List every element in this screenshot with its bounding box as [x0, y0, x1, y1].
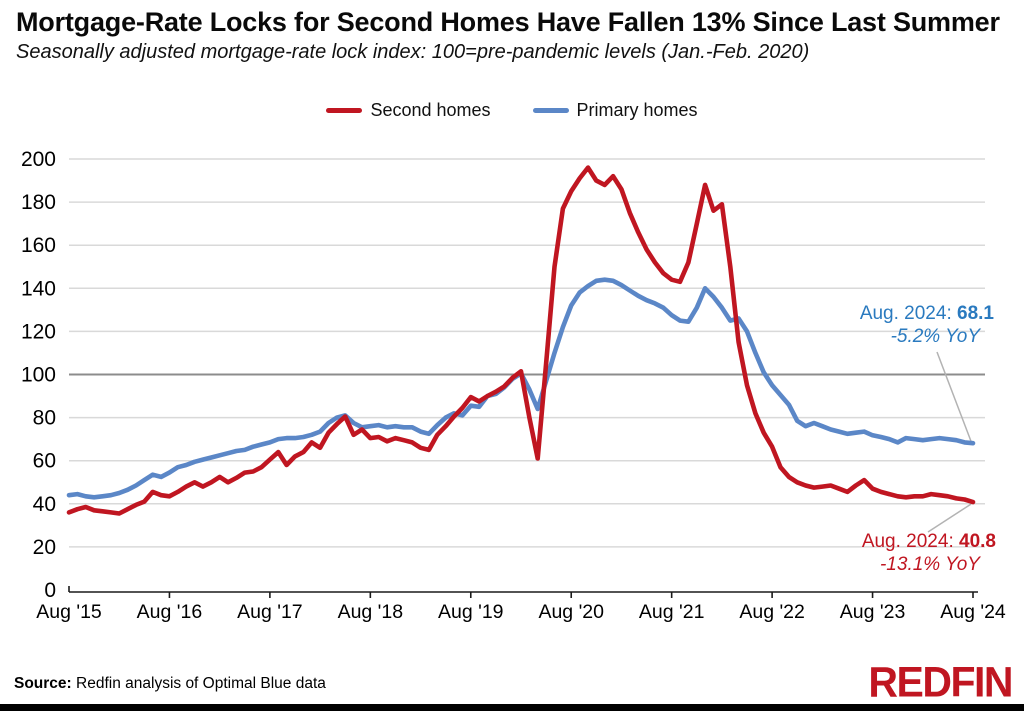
y-tick-label: 60 [33, 450, 56, 473]
second-homes-line [66, 165, 976, 516]
x-tick-label: Aug '20 [538, 601, 604, 623]
primary-homes-annotation: Aug. 2024: 68.1 -5.2% YoY [860, 302, 994, 348]
primary-annotation-callout [936, 351, 972, 442]
source-text: Redfin analysis of Optimal Blue data [71, 675, 326, 692]
y-tick-label: 180 [21, 191, 56, 214]
chart-legend: Second homes Primary homes [0, 100, 1024, 121]
second-annotation-callout [927, 503, 972, 533]
y-tick-label: 200 [21, 148, 56, 171]
x-tick-label: Aug '16 [137, 601, 203, 623]
legend-label-second-homes: Second homes [370, 100, 491, 120]
legend-item-second-homes: Second homes [326, 100, 491, 121]
bottom-black-bar [0, 704, 1024, 711]
primary-annotation-yoy: -5.2% YoY [890, 326, 980, 348]
legend-swatch-second-homes [326, 108, 363, 113]
y-tick-label: 120 [21, 320, 56, 343]
second-homes-annotation: Aug. 2024: 40.8 -13.1% YoY [862, 530, 996, 576]
second-annotation-value: Aug. 2024: 40.8 [861, 531, 996, 552]
x-tick-label: Aug '24 [940, 601, 1006, 623]
chart-subtitle: Seasonally adjusted mortgage-rate lock i… [16, 41, 810, 63]
x-tick-label: Aug '17 [237, 601, 303, 623]
legend-item-primary-homes: Primary homes [532, 100, 698, 121]
redfin-logo: REDFIN [868, 657, 1013, 706]
chart-title: Mortgage-Rate Locks for Second Homes Hav… [16, 7, 1000, 37]
y-tick-label: 80 [33, 407, 56, 430]
y-tick-label: 20 [33, 536, 56, 559]
y-tick-label: 100 [21, 364, 56, 387]
x-tick-label: Aug '18 [338, 601, 404, 623]
primary-annotation-value: Aug. 2024: 68.1 [859, 303, 994, 324]
y-tick-label: 40 [33, 493, 56, 516]
x-tick-label: Aug '19 [438, 601, 504, 623]
source-label: Source: [14, 675, 72, 692]
second-annotation-yoy: -13.1% YoY [879, 554, 980, 576]
x-tick-label: Aug '22 [739, 601, 805, 623]
x-tick-label: Aug '21 [639, 601, 705, 623]
legend-swatch-primary-homes [532, 108, 569, 113]
y-tick-label: 160 [21, 234, 56, 257]
y-tick-label: 0 [44, 579, 56, 602]
x-tick-label: Aug '15 [36, 601, 102, 623]
source-note: Source: Redfin analysis of Optimal Blue … [14, 675, 326, 693]
primary-homes-line [66, 277, 976, 500]
x-tick-label: Aug '23 [840, 601, 906, 623]
legend-label-primary-homes: Primary homes [576, 100, 698, 120]
y-tick-label: 140 [21, 277, 56, 300]
